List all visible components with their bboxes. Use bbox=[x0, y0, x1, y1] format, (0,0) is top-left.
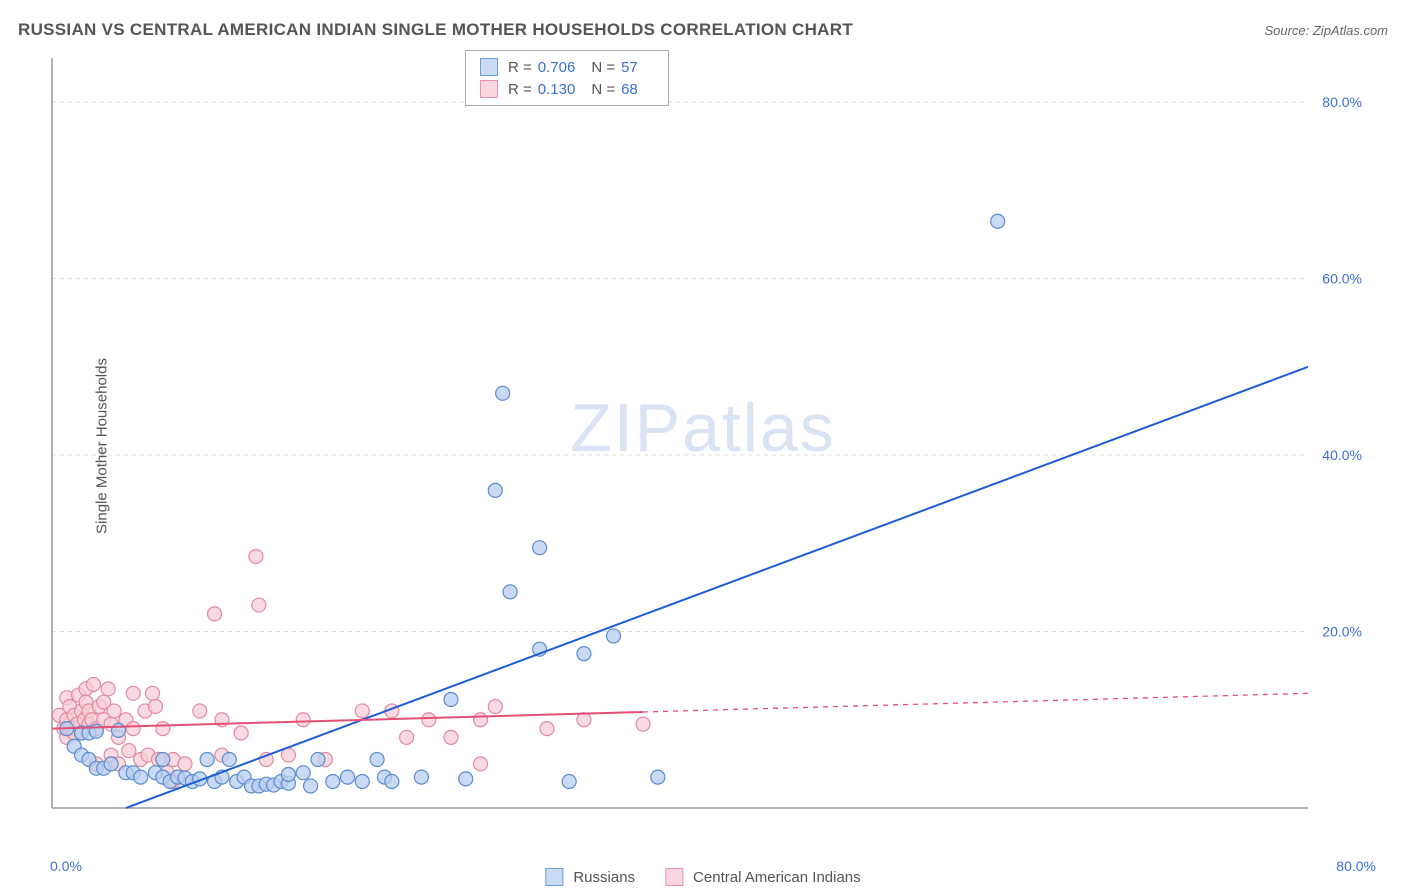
svg-text:60.0%: 60.0% bbox=[1322, 271, 1362, 287]
plot-area: 20.0% 40.0% 60.0% 80.0% bbox=[48, 48, 1378, 838]
legend-stats: R =0.706N =57R =0.130N =68 bbox=[465, 50, 669, 106]
svg-text:40.0%: 40.0% bbox=[1322, 447, 1362, 463]
legend-swatch bbox=[665, 868, 683, 886]
legend-swatch bbox=[480, 80, 498, 98]
x-axis-tick-min: 0.0% bbox=[50, 858, 82, 874]
legend-swatch bbox=[480, 58, 498, 76]
legend-item: Russians bbox=[545, 868, 635, 886]
legend-swatch bbox=[545, 868, 563, 886]
legend-stats-row: R =0.706N =57 bbox=[480, 56, 654, 78]
scatter-chart: 20.0% 40.0% 60.0% 80.0% bbox=[48, 48, 1378, 838]
chart-title: RUSSIAN VS CENTRAL AMERICAN INDIAN SINGL… bbox=[18, 20, 853, 40]
x-axis-tick-max: 80.0% bbox=[1336, 858, 1376, 874]
svg-text:20.0%: 20.0% bbox=[1322, 624, 1362, 640]
legend-stats-row: R =0.130N =68 bbox=[480, 78, 654, 100]
legend-label: Russians bbox=[573, 869, 635, 886]
svg-text:80.0%: 80.0% bbox=[1322, 94, 1362, 110]
source-label: Source: ZipAtlas.com bbox=[1264, 23, 1388, 38]
legend-item: Central American Indians bbox=[665, 868, 861, 886]
legend-label: Central American Indians bbox=[693, 869, 861, 886]
legend-bottom: Russians Central American Indians bbox=[545, 868, 860, 886]
header: RUSSIAN VS CENTRAL AMERICAN INDIAN SINGL… bbox=[18, 20, 1388, 40]
